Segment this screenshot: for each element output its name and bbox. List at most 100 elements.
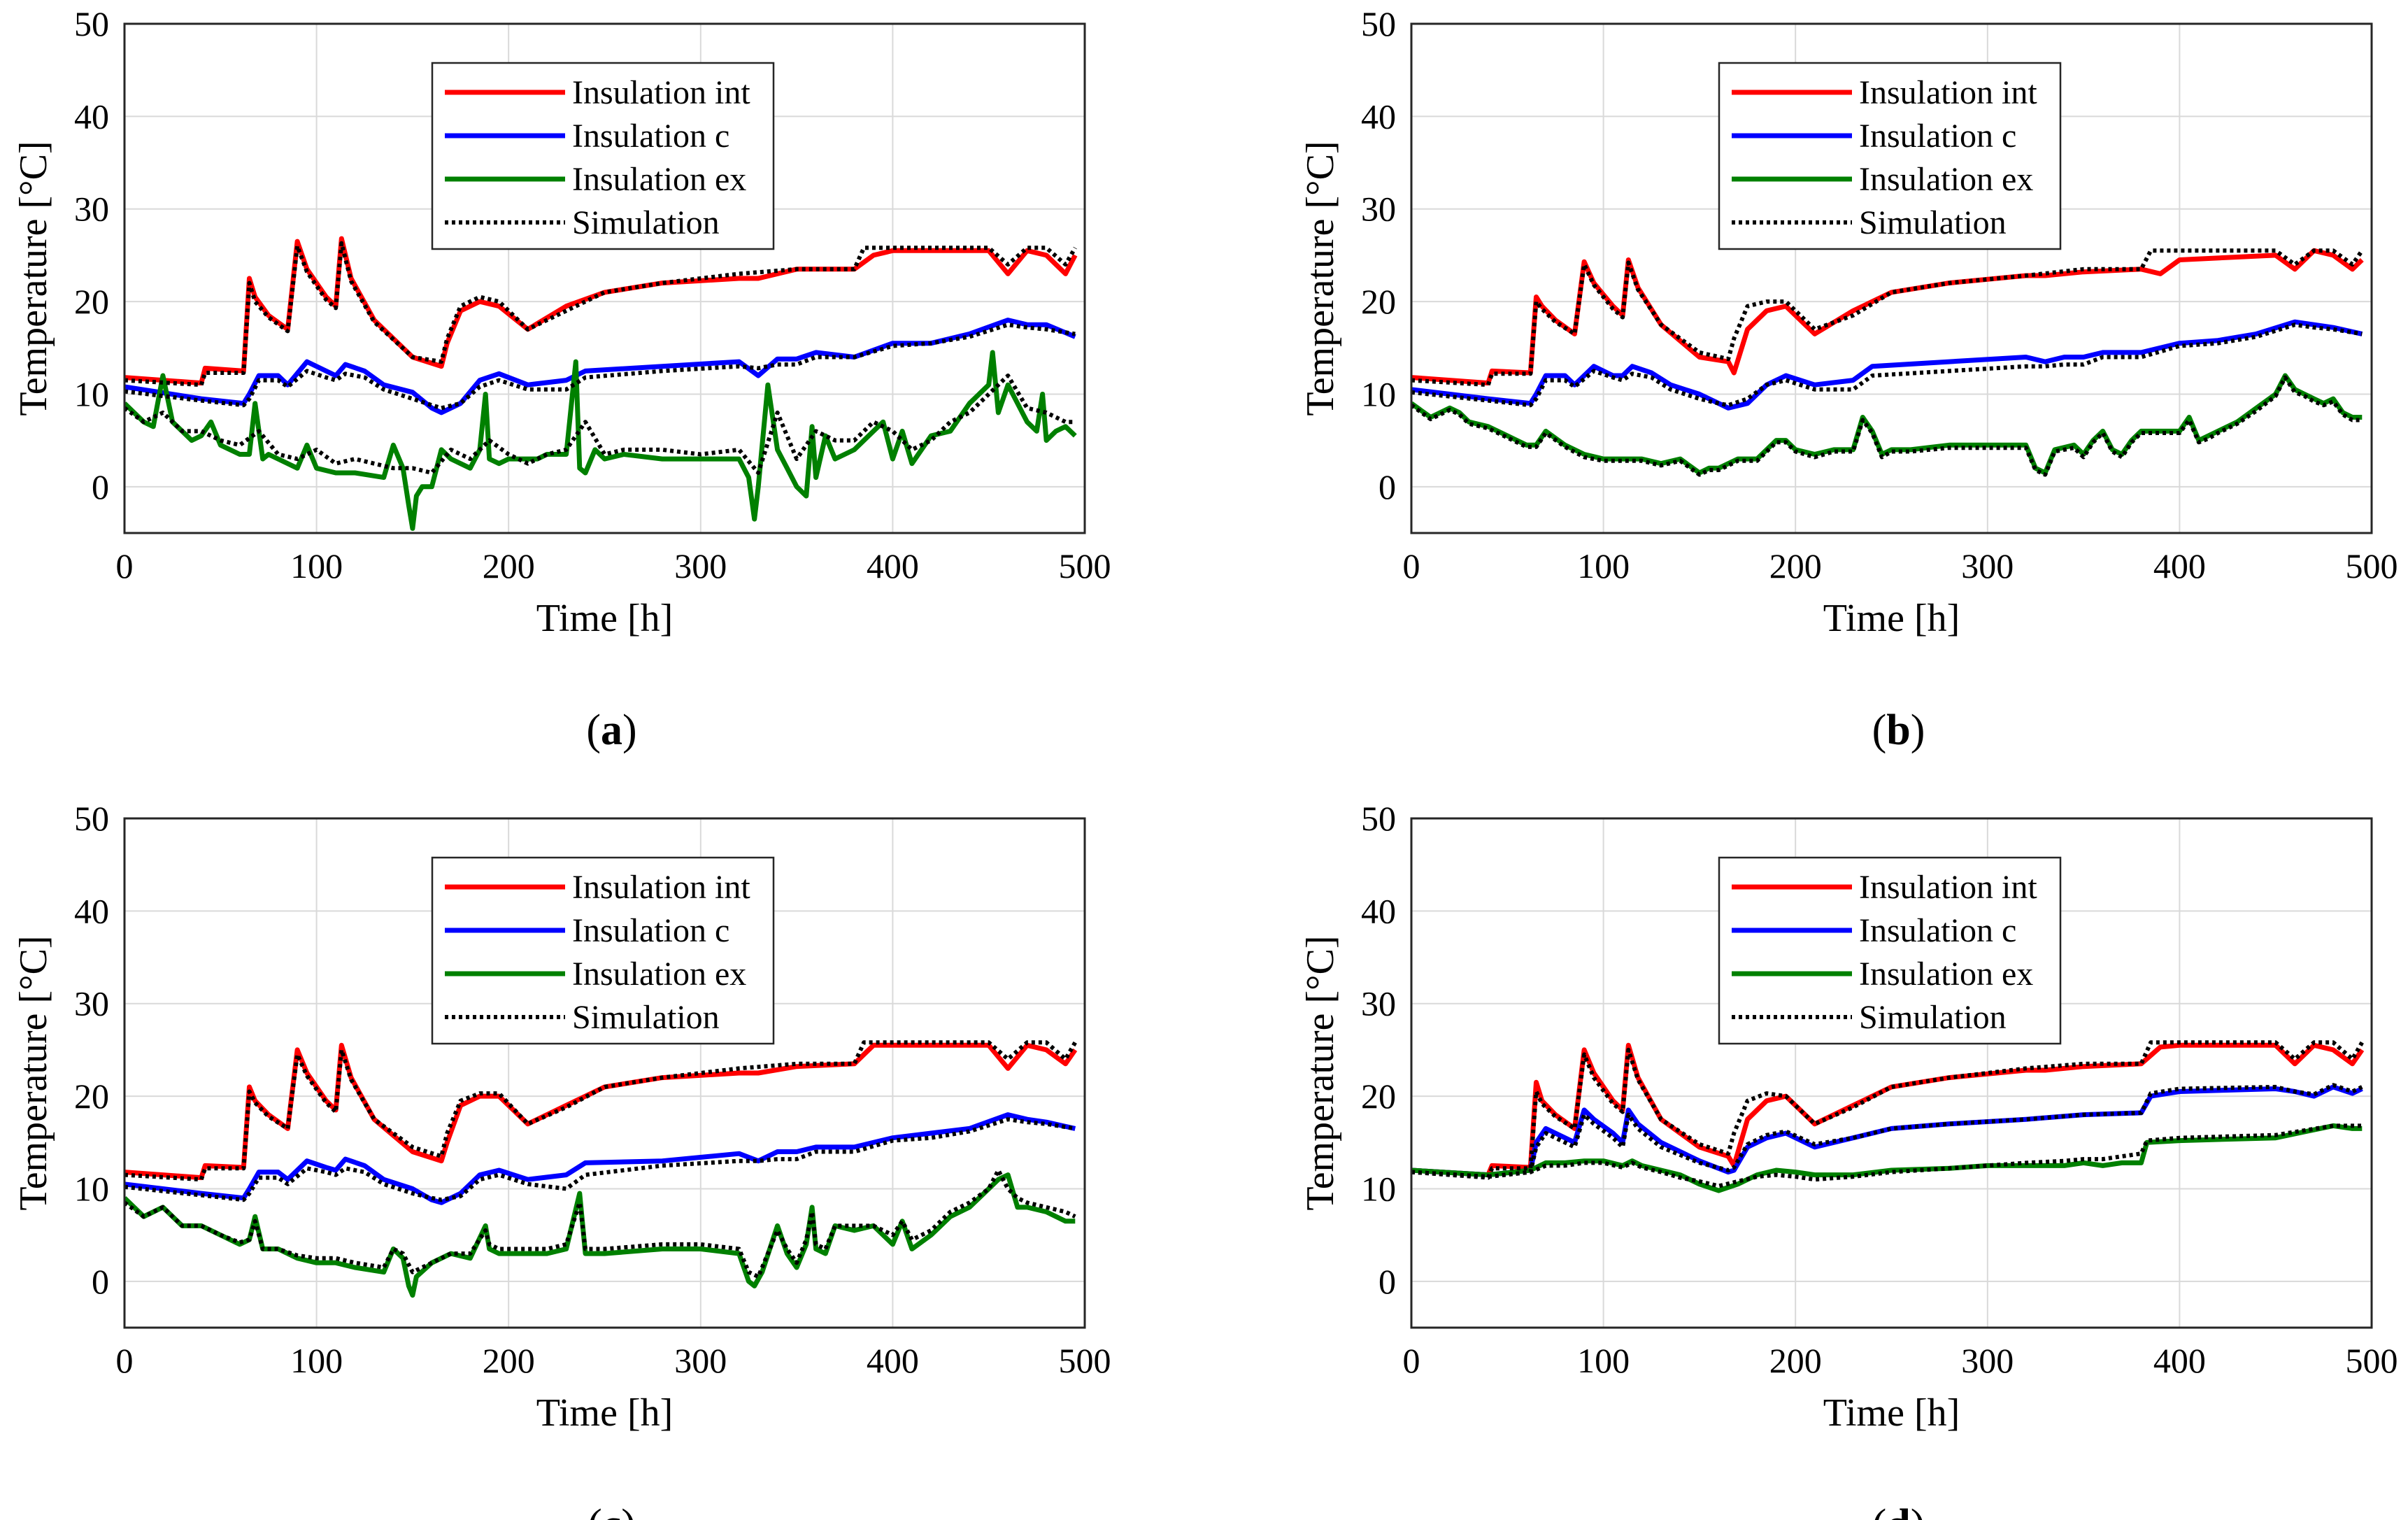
series-line-simulation	[124, 1117, 1076, 1202]
panel-caption: (d)	[1872, 1501, 1925, 1520]
legend-label: Simulation	[1859, 999, 2007, 1036]
series-line-simulation	[1411, 375, 2363, 477]
panel-caption: (c)	[587, 1501, 636, 1520]
x-tick-label: 200	[1769, 546, 1822, 585]
series-line-insulation-c	[1411, 1084, 2363, 1178]
y-tick-label: 50	[1361, 799, 1396, 838]
axes-frame	[1410, 22, 2373, 534]
series-line-simulation	[124, 1168, 1076, 1279]
x-tick-label: 400	[2153, 1341, 2206, 1380]
series-line-insulation-c	[124, 1112, 1076, 1205]
y-tick-label: 50	[74, 4, 109, 43]
x-tick-label: 0	[116, 1341, 134, 1380]
y-tick-label: 0	[92, 467, 109, 506]
x-tick-label: 400	[867, 1341, 919, 1380]
series-line-simulation	[124, 241, 1077, 388]
chart-panel-a: 0 100 200 300 400 500 0 10 20 30 40 50 Time [h] Tempe…	[12, 4, 1111, 754]
x-tick-label: 500	[2346, 546, 2398, 585]
x-axis-label: Time [h]	[1823, 597, 1960, 640]
legend: Insulation int Insulation c Insulation ex S…	[431, 856, 775, 1045]
legend-label: Insulation c	[1859, 912, 2016, 949]
legend-label: Insulation int	[572, 74, 750, 111]
x-tick-label: 400	[867, 546, 919, 585]
x-tick-label: 400	[2153, 546, 2206, 585]
y-tick-label: 10	[1361, 1169, 1396, 1208]
legend-label: Insulation int	[1859, 869, 2037, 906]
x-tick-label: 200	[1769, 1341, 1822, 1380]
x-tick-label: 0	[1403, 546, 1420, 585]
legend-label: Simulation	[1859, 204, 2007, 241]
y-tick-label: 10	[74, 1169, 109, 1208]
y-axis-label: Temperature [°C]	[12, 935, 55, 1210]
series-line-insulation-ex	[124, 1172, 1076, 1298]
y-axis-label: Temperature [°C]	[1299, 141, 1342, 415]
y-tick-label: 40	[74, 891, 109, 930]
axes-frame	[123, 817, 1086, 1329]
y-tick-label: 20	[1361, 282, 1396, 321]
legend: Insulation int Insulation c Insulation ex S…	[1718, 856, 2062, 1045]
y-tick-label: 0	[1378, 1262, 1396, 1301]
panel-caption-letter: a	[601, 706, 622, 754]
legend: Insulation int Insulation c Insulation ex S…	[1718, 62, 2062, 250]
x-axis-label: Time [h]	[536, 597, 674, 640]
panel-caption: (b)	[1872, 706, 1925, 754]
y-tick-label: 20	[74, 282, 109, 321]
axes-frame	[1410, 817, 2373, 1329]
x-axis-label: Time [h]	[1823, 1391, 1960, 1435]
series-line-simulation	[124, 374, 1076, 475]
chart-panel-d: 0 100 200 300 400 500 0 10 20 30 40 50 Time [h] Tempe…	[1299, 799, 2398, 1520]
legend-label: Insulation ex	[572, 161, 746, 198]
legend-label: Simulation	[572, 999, 720, 1036]
x-tick-label: 300	[674, 1341, 727, 1380]
y-tick-label: 40	[1361, 891, 1396, 930]
x-tick-label: 300	[674, 546, 727, 585]
x-tick-label: 200	[483, 546, 535, 585]
y-axis-label: Temperature [°C]	[1299, 935, 1342, 1210]
x-tick-label: 500	[2346, 1341, 2398, 1380]
legend-label: Insulation int	[572, 869, 750, 906]
y-tick-label: 20	[74, 1077, 109, 1116]
y-tick-label: 10	[1361, 374, 1396, 413]
y-tick-label: 40	[1361, 97, 1396, 136]
y-tick-label: 50	[74, 799, 109, 838]
series-line-insulation-ex	[124, 350, 1077, 531]
y-tick-label: 30	[74, 984, 109, 1023]
legend-label: Insulation c	[572, 118, 729, 155]
legend-label: Insulation c	[1859, 118, 2016, 155]
panel-caption-letter: c	[602, 1501, 622, 1520]
y-tick-label: 40	[74, 97, 109, 136]
x-tick-label: 100	[290, 1341, 343, 1380]
x-axis-label: Time [h]	[536, 1391, 674, 1435]
x-tick-label: 100	[1577, 546, 1630, 585]
legend-label: Insulation ex	[1859, 956, 2033, 993]
y-tick-label: 0	[92, 1262, 109, 1301]
series-line-simulation	[1411, 322, 2363, 408]
legend-label: Insulation ex	[572, 956, 746, 993]
y-axis-label: Temperature [°C]	[12, 141, 55, 415]
x-tick-label: 300	[1961, 1341, 2014, 1380]
y-tick-label: 0	[1378, 467, 1396, 506]
y-tick-label: 30	[1361, 984, 1396, 1023]
legend-label: Insulation c	[572, 912, 729, 949]
axes-frame	[123, 22, 1086, 534]
chart-panel-b: 0 100 200 300 400 500 0 10 20 30 40 50 Time [h] Tempe…	[1299, 4, 2398, 754]
y-tick-label: 20	[1361, 1077, 1396, 1116]
legend-label: Insulation int	[1859, 74, 2037, 111]
x-tick-label: 0	[116, 546, 134, 585]
series-line-simulation	[1411, 248, 2364, 388]
legend-label: Simulation	[572, 204, 720, 241]
series-line-simulation	[124, 322, 1076, 411]
x-tick-label: 300	[1961, 546, 2014, 585]
x-tick-label: 500	[1059, 546, 1111, 585]
series-line-simulation	[1411, 1040, 2364, 1180]
series-line-simulation	[124, 1040, 1077, 1182]
x-tick-label: 0	[1403, 1341, 1420, 1380]
x-tick-label: 200	[483, 1341, 535, 1380]
y-tick-label: 30	[1361, 190, 1396, 229]
x-tick-label: 500	[1059, 1341, 1111, 1380]
legend-label: Insulation ex	[1859, 161, 2033, 198]
x-tick-label: 100	[1577, 1341, 1630, 1380]
legend: Insulation int Insulation c Insulation ex S…	[431, 62, 775, 250]
series-line-simulation	[1411, 1123, 2363, 1188]
